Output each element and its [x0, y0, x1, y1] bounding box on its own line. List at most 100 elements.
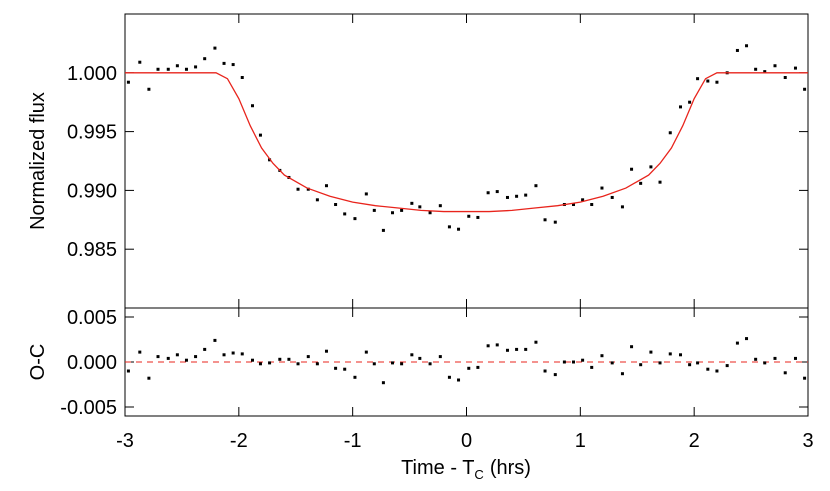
y-axis-label: Normalized flux — [27, 92, 49, 230]
data-point — [166, 67, 170, 71]
data-point — [324, 184, 328, 188]
data-point — [639, 181, 643, 185]
data-point — [505, 195, 509, 199]
data-point — [745, 44, 749, 48]
data-point — [600, 186, 604, 190]
data-point — [803, 87, 807, 91]
data-point — [343, 367, 347, 371]
data-point — [735, 341, 739, 345]
data-point — [258, 133, 262, 137]
data-point — [803, 376, 807, 380]
data-point — [696, 361, 700, 365]
data-point — [715, 369, 719, 373]
data-point — [793, 356, 797, 360]
data-point — [581, 198, 585, 202]
data-point — [194, 355, 198, 359]
data-point — [610, 361, 614, 365]
data-point — [658, 180, 662, 184]
data-point — [364, 192, 368, 196]
data-point — [418, 356, 422, 360]
data-point — [467, 366, 471, 370]
data-point — [372, 362, 376, 366]
data-point — [630, 167, 634, 171]
data-point — [783, 371, 787, 375]
data-point — [268, 361, 272, 365]
data-point — [240, 352, 244, 356]
y-tick-label: 0.005 — [67, 307, 117, 329]
y-tick-label: 0.990 — [67, 180, 117, 202]
data-point — [194, 65, 198, 69]
x-tick-label: 3 — [802, 430, 813, 452]
data-point — [658, 361, 662, 365]
data-point — [410, 201, 414, 205]
data-point — [793, 66, 797, 70]
data-point — [773, 356, 777, 360]
data-point — [688, 363, 692, 367]
data-point — [447, 225, 451, 229]
x-axis-label-part: Time - T — [401, 457, 474, 479]
data-point — [706, 367, 710, 371]
x-axis-label-subscript: C — [474, 467, 483, 482]
data-point — [600, 354, 604, 358]
data-point — [334, 203, 338, 207]
x-tick-label: -1 — [344, 430, 362, 452]
data-point — [649, 350, 653, 354]
x-tick-label: 1 — [575, 430, 586, 452]
data-point — [696, 77, 700, 81]
x-axis-label-part: (hrs) — [490, 457, 531, 479]
data-point — [543, 369, 547, 373]
data-point — [543, 218, 547, 222]
data-point — [725, 364, 729, 368]
data-point — [203, 347, 207, 351]
y-tick-label: -0.005 — [60, 397, 117, 419]
data-point — [231, 351, 235, 355]
data-point — [213, 46, 217, 50]
model-line — [125, 72, 808, 213]
data-point — [679, 353, 683, 357]
x-tick-label: -3 — [116, 430, 134, 452]
data-point — [679, 105, 683, 109]
data-point — [138, 350, 142, 354]
y-tick-label: 0.000 — [67, 352, 117, 374]
data-point — [495, 343, 499, 347]
data-point — [476, 215, 480, 219]
data-point — [581, 358, 585, 362]
data-point — [278, 357, 282, 361]
data-point — [315, 198, 319, 202]
data-point — [447, 375, 451, 379]
data-point — [184, 358, 188, 362]
data-point — [706, 79, 710, 83]
data-point — [715, 80, 719, 84]
data-point — [610, 195, 614, 199]
data-point — [147, 376, 151, 380]
data-point — [515, 194, 519, 198]
data-point — [138, 60, 142, 64]
data-point — [287, 357, 291, 361]
data-point — [126, 369, 130, 373]
data-point — [428, 211, 432, 215]
data-point — [166, 356, 170, 360]
data-point — [476, 365, 480, 369]
data-point — [649, 165, 653, 169]
data-point — [147, 87, 151, 91]
data-point — [240, 76, 244, 80]
data-point — [735, 48, 739, 52]
data-point — [306, 187, 310, 191]
data-point — [553, 220, 557, 224]
data-point — [175, 353, 179, 357]
data-point — [620, 372, 624, 376]
data-point — [222, 61, 226, 65]
data-point — [391, 211, 395, 215]
data-point — [296, 362, 300, 366]
data-point — [438, 204, 442, 208]
data-point — [372, 208, 376, 212]
data-point — [754, 357, 758, 361]
data-point — [306, 355, 310, 359]
data-point — [343, 212, 347, 216]
data-point — [572, 203, 576, 207]
y-axis-label: O-C — [27, 344, 49, 381]
data-point — [250, 358, 254, 362]
data-point — [258, 362, 262, 366]
data-point — [203, 57, 207, 61]
